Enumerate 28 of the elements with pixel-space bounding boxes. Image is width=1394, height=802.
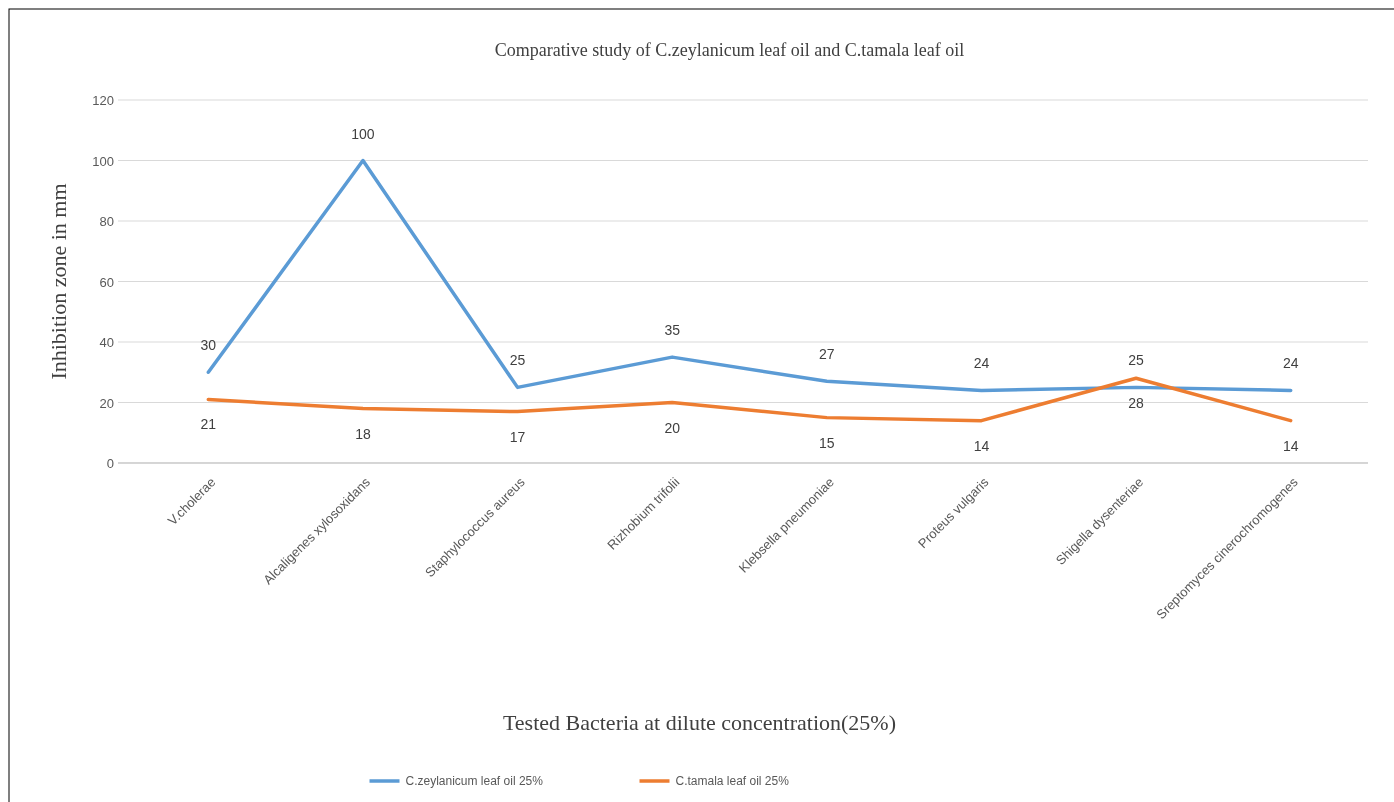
data-label: 24 <box>1282 355 1299 372</box>
data-label: 18 <box>355 425 371 442</box>
y-tick-label: 40 <box>99 335 114 350</box>
legend-label: C.tamala leaf oil 25% <box>675 774 790 788</box>
y-tick-label: 120 <box>92 93 114 108</box>
y-tick-label: 100 <box>92 153 114 169</box>
legend-label: C.zeylanicum leaf oil 25% <box>405 774 544 788</box>
y-tick-label: 60 <box>99 274 114 290</box>
data-label: 15 <box>819 434 835 451</box>
y-tick-label: 80 <box>99 214 114 229</box>
data-label: 17 <box>509 428 526 445</box>
data-label: 14 <box>1282 437 1299 454</box>
data-label: 21 <box>200 416 217 433</box>
data-label: 25 <box>1128 352 1145 369</box>
data-label: 14 <box>973 437 990 454</box>
x-axis-title: Tested Bacteria at dilute concentration(25%) <box>502 710 897 735</box>
y-tick-label: 0 <box>106 456 114 471</box>
y-axis-title: Inhibition zone in mm <box>46 183 71 380</box>
data-label: 25 <box>509 352 526 369</box>
data-label: 24 <box>973 355 990 372</box>
data-label: 20 <box>664 419 681 436</box>
data-label: 100 <box>351 125 375 142</box>
data-label: 28 <box>1128 395 1145 412</box>
chart-title: Comparative study of C.zeylanicum leaf oil and C.tamala leaf oil <box>494 40 965 60</box>
data-label: 27 <box>819 346 835 363</box>
data-label: 35 <box>664 322 681 339</box>
data-label: 30 <box>200 337 217 354</box>
y-tick-label: 20 <box>99 395 114 411</box>
